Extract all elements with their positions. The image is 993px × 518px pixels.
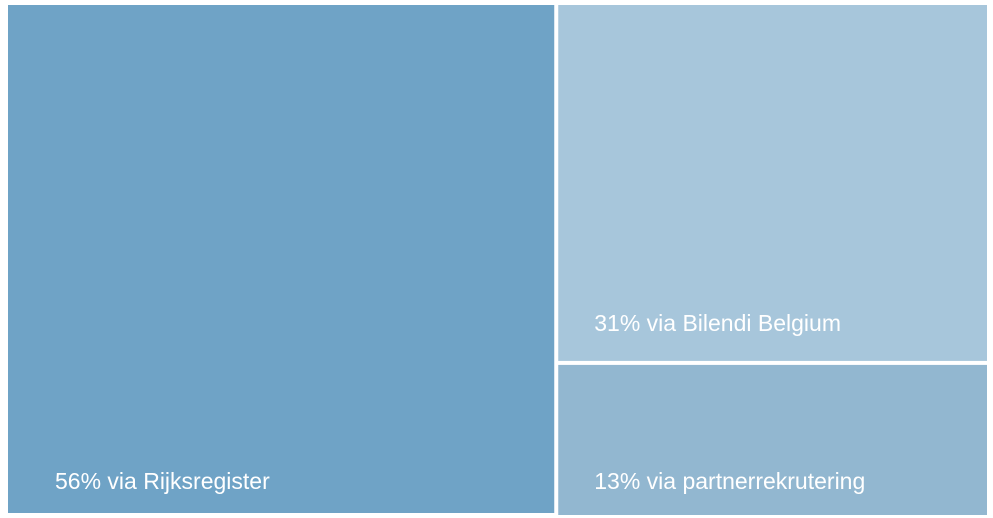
tile-label: 13% via partnerrekrutering <box>594 468 865 494</box>
treemap-tile <box>558 5 987 361</box>
treemap-tile <box>558 364 987 515</box>
tile-label: 31% via Bilendi Belgium <box>594 310 841 336</box>
tile-label: 56% via Rijksregister <box>55 468 270 494</box>
treemap-tile <box>8 5 555 513</box>
